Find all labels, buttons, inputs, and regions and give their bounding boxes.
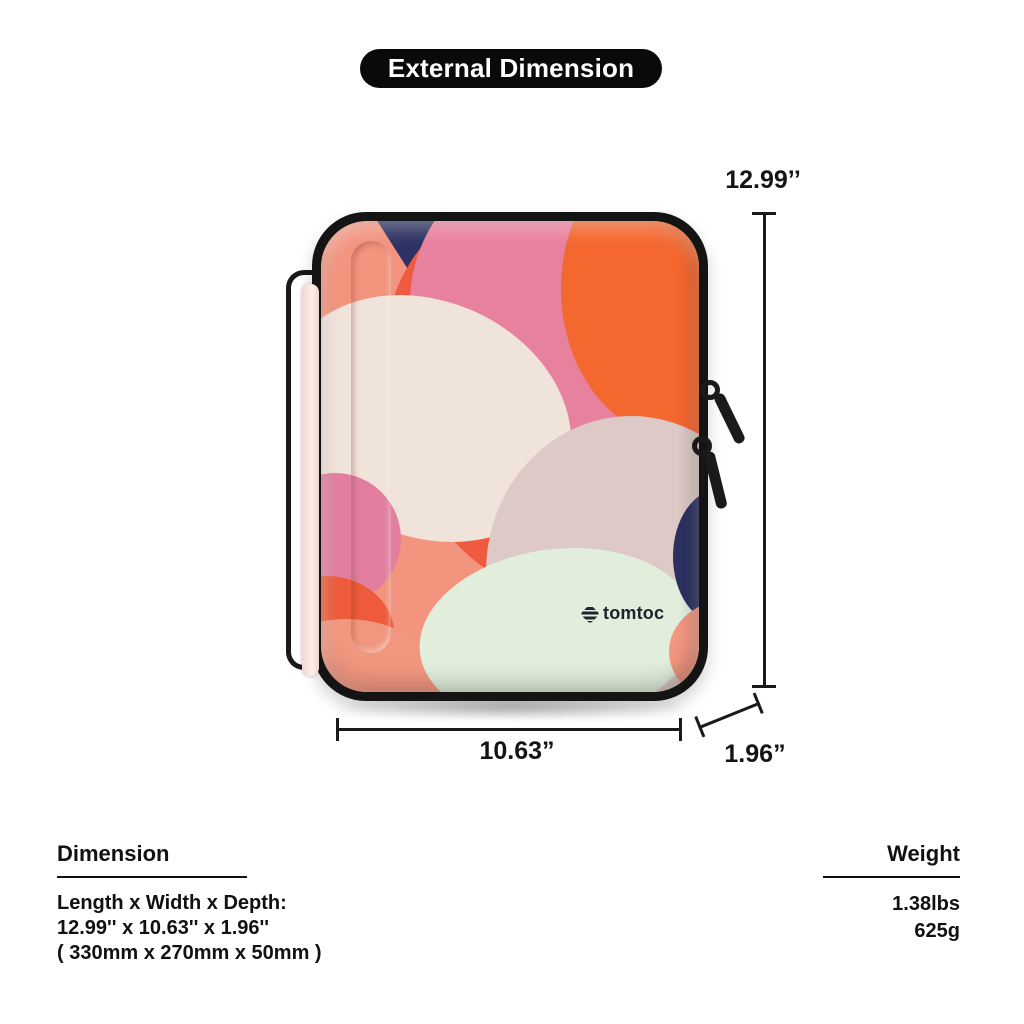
width-dimension-line xyxy=(336,718,682,741)
height-dimension-label: 12.99’’ xyxy=(725,166,801,194)
handle-strap xyxy=(286,270,317,670)
product-case-image: tomtoc xyxy=(286,212,745,720)
dimension-spec-line: Length x Width x Depth: xyxy=(57,892,287,914)
weight-spec-divider xyxy=(823,876,960,878)
dimension-line xyxy=(336,728,682,731)
dimension-line xyxy=(762,212,766,688)
dimension-spec-block: Dimension Length x Width x Depth: 12.99'… xyxy=(57,841,322,966)
side-handle-pad xyxy=(302,284,319,676)
dimension-spec-line: 12.99'' x 10.63'' x 1.96'' xyxy=(57,917,270,939)
dimension-line xyxy=(697,701,761,729)
dimension-cap xyxy=(679,718,682,741)
width-dimension-label: 10.63” xyxy=(479,737,555,765)
weight-spec-line: 625g xyxy=(914,920,960,942)
external-dimension-badge: External Dimension xyxy=(360,49,662,88)
case-artwork: tomtoc xyxy=(321,221,699,692)
tomtoc-logo-text: tomtoc xyxy=(603,603,665,623)
dimension-spec-line: ( 330mm x 270mm x 50mm ) xyxy=(57,942,322,964)
dimension-spec-divider xyxy=(57,876,247,878)
weight-spec-block: Weight 1.38lbs 625g xyxy=(823,841,960,945)
case-shell: tomtoc xyxy=(312,212,708,701)
tomtoc-logo: tomtoc xyxy=(580,603,665,624)
weight-spec-line: 1.38lbs xyxy=(892,893,960,915)
handle-groove xyxy=(351,241,391,653)
dimension-cap xyxy=(752,685,776,688)
depth-dimension-label: 1.96” xyxy=(724,740,786,768)
weight-spec-heading: Weight xyxy=(887,841,960,866)
zipper-pulls-icon xyxy=(692,380,745,509)
dimension-spec-heading: Dimension xyxy=(57,841,170,866)
tomtoc-logo-icon xyxy=(580,603,600,624)
height-dimension-line xyxy=(752,212,776,688)
